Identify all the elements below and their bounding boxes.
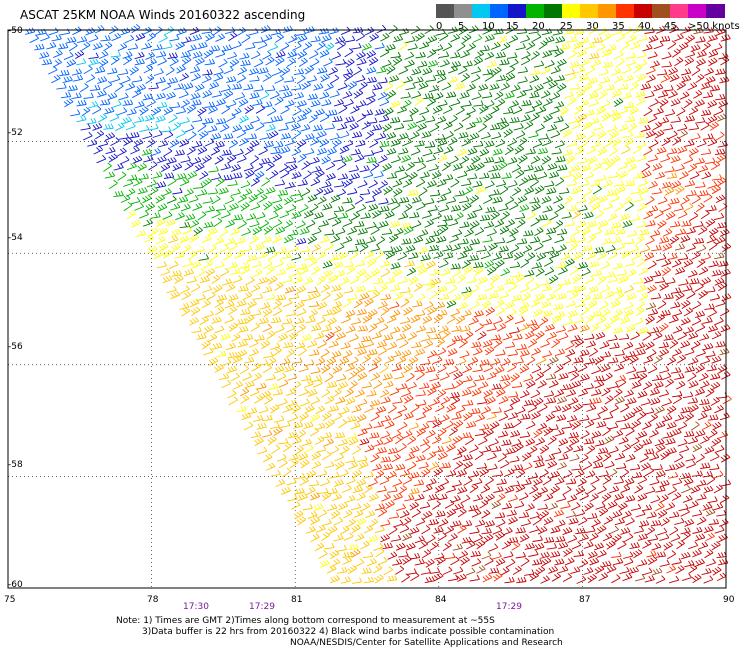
wind-barb-icon: [402, 27, 730, 582]
pass-time-label: 17:30: [183, 602, 209, 612]
legend-swatch: [472, 4, 491, 18]
wind-barb-icon: [103, 34, 549, 277]
legend-swatch: [436, 4, 455, 18]
pass-time-label: 17:29: [249, 602, 275, 612]
pass-time-label: 17:29: [496, 602, 522, 612]
legend-swatch: [688, 4, 707, 18]
legend-label: 0: [436, 21, 443, 32]
legend-label: 40: [638, 21, 651, 32]
wind-barb-icon: [156, 37, 634, 584]
note-line-3: NOAA/NESDIS/Center for Satellite Applica…: [290, 638, 563, 648]
lat-tick-label: -60: [8, 580, 23, 590]
legend-label: 35: [612, 21, 625, 32]
lon-tick-label: 78: [147, 595, 159, 605]
legend-label: 45: [664, 21, 677, 32]
legend-swatch: [544, 4, 563, 18]
lon-tick-label: 87: [579, 595, 591, 605]
wind-barb-icon: [239, 172, 694, 558]
wind-barb-icon: [74, 24, 390, 245]
lat-tick-label: -52: [8, 128, 23, 138]
lat-tick-label: -50: [8, 26, 23, 36]
legend-swatch: [616, 4, 635, 18]
legend-label: >50 knots: [688, 21, 740, 32]
lon-tick-label: 84: [435, 595, 447, 605]
note-line-2: 3)Data buffer is 22 hrs from 20160322 4)…: [142, 627, 555, 637]
lat-tick-label: -56: [8, 342, 23, 352]
legend-swatch: [454, 4, 473, 18]
legend-swatch: [670, 4, 689, 18]
map-title: ASCAT 25KM NOAA Winds 20160322 ascending: [20, 8, 306, 22]
legend-swatch: [580, 4, 599, 18]
wind-barb-icon: [359, 25, 732, 584]
legend-label: 5: [458, 21, 465, 32]
lon-tick-label: 90: [723, 595, 735, 605]
legend-swatch: [634, 4, 653, 18]
lat-tick-label: -54: [8, 233, 23, 243]
wind-barb-icon: [126, 25, 650, 568]
legend-label: 25: [560, 21, 573, 32]
wind-barb-icon: [25, 24, 390, 181]
wind-barb-icon: [143, 24, 634, 309]
legend-swatch: [598, 4, 617, 18]
legend-swatch: [526, 4, 545, 18]
legend-label: 10: [482, 21, 495, 32]
wind-barb-icon: [76, 26, 335, 139]
lon-tick-label: 75: [4, 595, 16, 605]
lat-tick-label: -58: [8, 460, 23, 470]
legend-label: 30: [586, 21, 599, 32]
legend-swatch: [652, 4, 671, 18]
legend-swatch: [490, 4, 509, 18]
legend-label: 20: [532, 21, 545, 32]
note-line-1: Note: 1) Times are GMT 2)Times along bot…: [116, 616, 495, 626]
wind-barb-field: [25, 24, 732, 584]
wind-barb-icon: [325, 66, 732, 583]
legend-swatch: [508, 4, 527, 18]
wind-speed-legend: 0 5 10 15 20 25 30 35 40 45 >50 knots: [436, 4, 740, 34]
legend-swatch: [562, 4, 581, 18]
legend-swatch: [706, 4, 725, 18]
lon-tick-label: 81: [291, 595, 303, 605]
map-frame: [7, 29, 727, 589]
